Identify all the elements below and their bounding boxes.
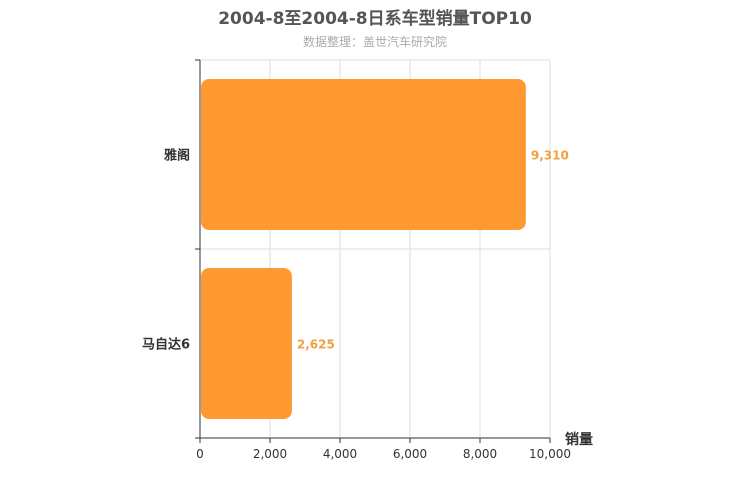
data-label: 9,310 xyxy=(531,149,569,163)
x-tick-label: 2,000 xyxy=(253,447,287,461)
x-tick-label: 10,000 xyxy=(529,447,571,461)
x-tick-label: 6,000 xyxy=(393,447,427,461)
chart-title: 2004-8至2004-8日系车型销量TOP10 xyxy=(218,9,532,29)
x-tick-label: 4,000 xyxy=(323,447,357,461)
chart-subtitle: 数据整理：盖世汽车研究院 xyxy=(302,35,447,49)
x-tick-label: 0 xyxy=(196,447,204,461)
category-label: 雅阁 xyxy=(164,148,190,164)
x-axis-title: 销量 xyxy=(565,431,593,448)
data-label: 2,625 xyxy=(297,338,335,352)
bar xyxy=(201,79,526,230)
category-label: 马自达6 xyxy=(142,337,190,353)
x-tick-label: 8,000 xyxy=(463,447,497,461)
bar xyxy=(201,268,292,419)
